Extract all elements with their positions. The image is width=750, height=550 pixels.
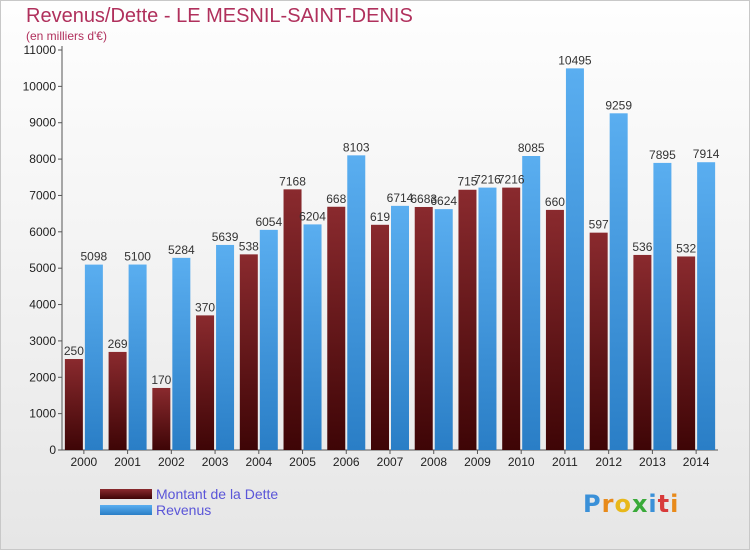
data-label-revenue-2012: 9259: [605, 98, 632, 112]
proxiti-logo: Proxiti: [583, 490, 680, 518]
data-label-debt-2003: 370: [195, 300, 215, 314]
x-tick-label: 2014: [683, 455, 710, 469]
data-label-debt-2000: 250: [64, 344, 84, 358]
data-label-revenue-2005: 6204: [299, 209, 326, 223]
bar-debt-2003: [196, 315, 215, 450]
chart-subtitle: (en milliers d'€): [26, 29, 107, 43]
data-label-debt-2006: 668: [326, 192, 346, 206]
bar-revenue-2004: [259, 229, 278, 450]
bar-debt-2011: [545, 209, 564, 450]
data-label-revenue-2011: 10495: [558, 53, 592, 67]
x-tick-label: 2005: [289, 455, 316, 469]
bar-debt-2009: [458, 189, 477, 450]
y-tick-label: 9000: [29, 116, 56, 130]
bar-debt-2004: [239, 254, 258, 450]
data-label-debt-2002: 170: [151, 373, 171, 387]
x-tick-label: 2009: [464, 455, 491, 469]
bar-debt-2008: [414, 206, 433, 450]
data-label-debt-2001: 269: [108, 337, 128, 351]
x-tick-label: 2002: [158, 455, 185, 469]
data-label-revenue-2003: 5639: [212, 230, 239, 244]
data-label-debt-2004: 538: [239, 239, 259, 253]
x-tick-label: 2012: [595, 455, 622, 469]
y-tick-label: 5000: [29, 261, 56, 275]
bar-revenue-2010: [522, 156, 541, 450]
data-label-debt-2009: 715: [457, 175, 477, 189]
data-label-revenue-2014: 7914: [693, 147, 720, 161]
bar-revenue-2007: [391, 205, 409, 450]
data-label-debt-2008: 6683: [410, 192, 437, 206]
x-tick-label: 2013: [639, 455, 666, 469]
y-tick-label: 11000: [24, 43, 57, 57]
data-label-revenue-2004: 6054: [255, 215, 282, 229]
y-tick-label: 7000: [29, 188, 56, 202]
data-label-revenue-2009: 7216: [474, 173, 501, 187]
chart-title: Revenus/Dette - LE MESNIL-SAINT-DENIS: [26, 5, 413, 27]
y-tick-label: 0: [49, 443, 56, 457]
data-label-debt-2014: 532: [676, 241, 696, 255]
bar-debt-2010: [502, 187, 521, 450]
bar-revenue-2001: [128, 264, 147, 450]
bar-revenue-2011: [565, 68, 584, 450]
bar-debt-2002: [152, 387, 171, 450]
bar-debt-2006: [327, 206, 346, 450]
bar-debt-2013: [633, 254, 652, 450]
data-label-revenue-2002: 5284: [168, 243, 195, 257]
legend-swatch-debt: [100, 489, 152, 499]
bar-debt-2012: [589, 232, 608, 450]
data-label-debt-2013: 536: [632, 240, 652, 254]
bar-revenue-2009: [478, 187, 497, 450]
bar-debt-2001: [108, 351, 127, 450]
bar-debt-2000: [64, 359, 83, 450]
x-tick-label: 2001: [114, 455, 141, 469]
data-label-debt-2011: 660: [545, 195, 565, 209]
y-tick-label: 8000: [29, 152, 56, 166]
data-label-revenue-2006: 8103: [343, 140, 370, 154]
y-tick-label: 10000: [23, 79, 57, 93]
bar-revenue-2005: [303, 224, 322, 450]
bar-revenue-2003: [216, 244, 235, 450]
y-tick-label: 1000: [29, 407, 56, 421]
bar-revenue-2002: [172, 257, 191, 450]
bar-revenue-2012: [609, 113, 628, 451]
bar-revenue-2008: [434, 209, 453, 450]
x-tick-label: 2011: [552, 455, 578, 469]
bar-revenue-2014: [697, 162, 716, 450]
x-tick-label: 2010: [508, 455, 535, 469]
bar-debt-2014: [677, 256, 696, 450]
data-label-revenue-2013: 7895: [649, 148, 676, 162]
bar-revenue-2006: [347, 155, 366, 450]
data-label-debt-2012: 597: [589, 218, 609, 232]
legend-label-revenue: Revenus: [156, 502, 212, 518]
y-tick-label: 2000: [29, 370, 56, 384]
data-label-debt-2007: 619: [370, 210, 390, 224]
y-tick-label: 4000: [29, 298, 56, 312]
legend-swatch-revenue: [100, 505, 152, 515]
data-label-revenue-2008: 6624: [430, 194, 457, 208]
data-label-revenue-2001: 5100: [124, 250, 151, 264]
data-label-debt-2010: 7216: [498, 173, 525, 187]
x-tick-label: 2004: [245, 455, 272, 469]
y-tick-label: 3000: [29, 334, 56, 348]
x-tick-label: 2003: [202, 455, 229, 469]
data-label-revenue-2007: 6714: [387, 191, 414, 205]
legend-label-debt: Montant de la Dette: [156, 486, 279, 502]
data-label-revenue-2010: 8085: [518, 141, 545, 155]
x-tick-label: 2007: [377, 455, 404, 469]
bar-debt-2005: [283, 189, 302, 450]
x-tick-label: 2006: [333, 455, 360, 469]
data-label-debt-2005: 7168: [279, 174, 306, 188]
bar-revenue-2013: [653, 162, 672, 450]
x-tick-label: 2008: [420, 455, 447, 469]
y-tick-label: 6000: [29, 225, 56, 239]
bar-debt-2007: [371, 224, 389, 450]
bar-revenue-2000: [84, 264, 103, 450]
data-label-revenue-2000: 5098: [81, 250, 108, 264]
x-tick-label: 2000: [71, 455, 98, 469]
